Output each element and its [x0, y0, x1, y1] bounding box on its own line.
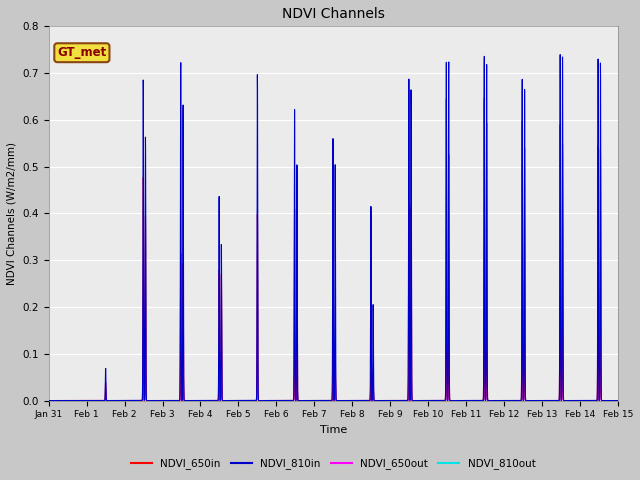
NDVI_810in — [614, 397, 621, 403]
NDVI_810in — [163, 397, 170, 403]
NDVI_650in — [518, 385, 525, 391]
NDVI_650out — [614, 397, 621, 403]
NDVI_650out — [163, 397, 170, 403]
Y-axis label: NDVI Channels (W/m2/mm): NDVI Channels (W/m2/mm) — [7, 142, 17, 285]
NDVI_810in — [45, 397, 52, 403]
NDVI_650in — [614, 397, 621, 403]
NDVI_810in — [490, 397, 497, 403]
Line: NDVI_810in: NDVI_810in — [49, 55, 618, 400]
Line: NDVI_650out: NDVI_650out — [49, 356, 618, 400]
X-axis label: Time: Time — [319, 425, 347, 435]
NDVI_650in — [355, 397, 362, 403]
NDVI_810out — [518, 396, 525, 401]
Line: NDVI_810out: NDVI_810out — [49, 353, 618, 400]
Title: NDVI Channels: NDVI Channels — [282, 7, 385, 21]
NDVI_650in — [163, 397, 170, 403]
NDVI_650in — [532, 397, 540, 403]
NDVI_810out — [532, 397, 540, 403]
NDVI_810out — [385, 397, 393, 403]
NDVI_810out — [614, 397, 621, 403]
NDVI_650out — [532, 397, 540, 403]
NDVI_650out — [490, 397, 497, 403]
Legend: NDVI_650in, NDVI_810in, NDVI_650out, NDVI_810out: NDVI_650in, NDVI_810in, NDVI_650out, NDV… — [127, 455, 540, 474]
NDVI_810in — [355, 397, 362, 403]
Text: GT_met: GT_met — [57, 46, 106, 59]
NDVI_810in — [532, 397, 540, 403]
NDVI_810in — [556, 52, 564, 58]
NDVI_650out — [45, 397, 52, 403]
NDVI_810out — [490, 397, 497, 403]
NDVI_650in — [45, 397, 52, 403]
NDVI_650out — [481, 353, 488, 359]
NDVI_650in — [385, 397, 393, 403]
NDVI_810out — [163, 397, 170, 403]
NDVI_810out — [45, 397, 52, 403]
NDVI_650out — [355, 397, 362, 403]
NDVI_650out — [385, 397, 393, 403]
Line: NDVI_650in: NDVI_650in — [49, 98, 618, 400]
NDVI_810in — [518, 394, 525, 399]
NDVI_810out — [481, 350, 488, 356]
NDVI_650out — [518, 396, 525, 401]
NDVI_810out — [355, 397, 362, 403]
NDVI_650in — [481, 95, 488, 101]
NDVI_650in — [490, 397, 497, 403]
NDVI_810in — [385, 397, 393, 403]
